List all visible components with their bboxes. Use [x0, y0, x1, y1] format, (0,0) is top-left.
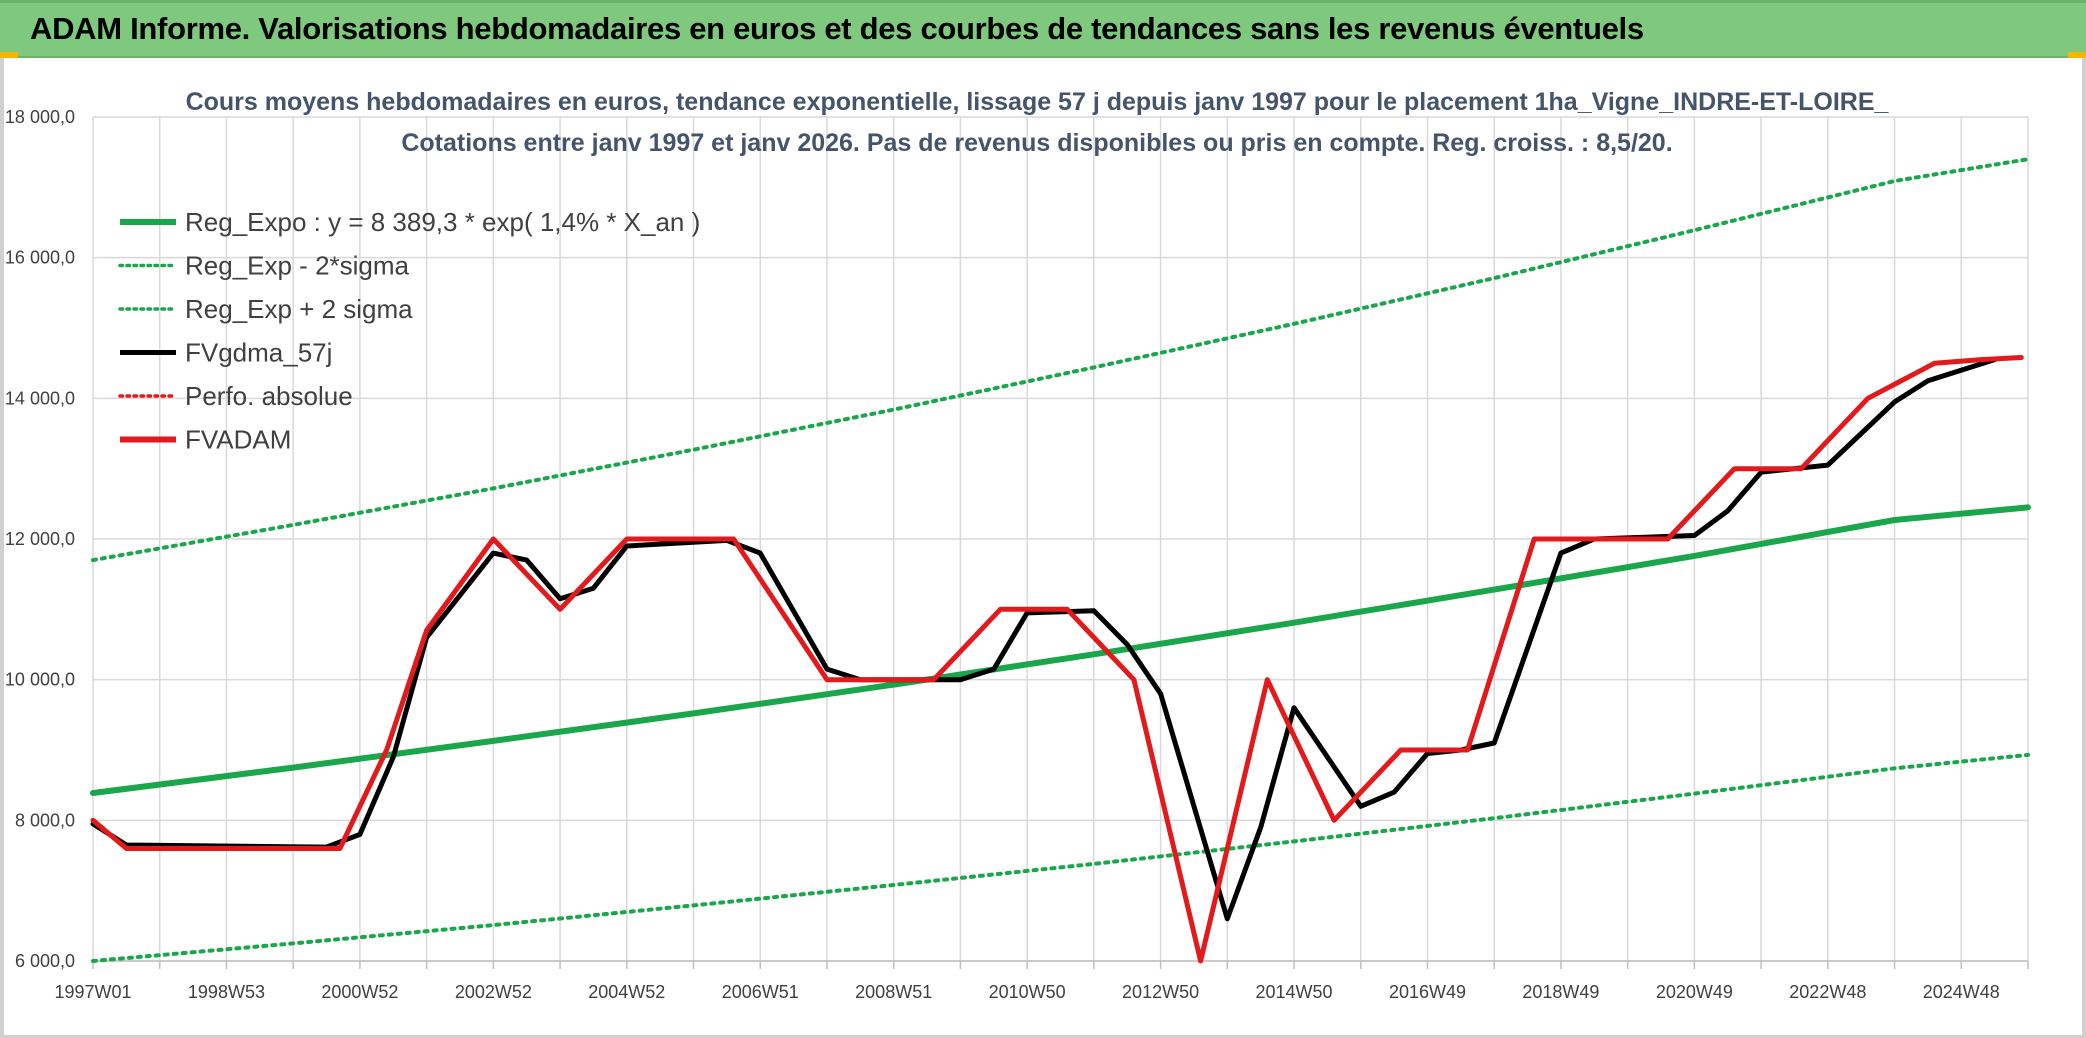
legend-label: Perfo. absolue	[185, 381, 353, 411]
series-line-2	[91, 157, 2030, 563]
x-tick-label: 2000W52	[321, 982, 398, 1002]
x-tick-label: 2024W48	[1923, 982, 2000, 1002]
x-tick-label: 2010W50	[989, 982, 1066, 1002]
x-tick-label: 2006W51	[722, 982, 799, 1002]
right-corner-accent	[2068, 52, 2086, 58]
left-corner-accent	[0, 52, 18, 58]
x-tick-label: 2016W49	[1389, 982, 1466, 1002]
legend-label: Reg_Exp + 2 sigma	[185, 294, 413, 324]
x-axis-ticks: 1997W01 1998W53 2000W52 2002W52 2004W52 2006W…	[54, 982, 1999, 1002]
y-tick-label: 6 000,0	[15, 951, 75, 971]
y-tick-label: 10 000,0	[5, 670, 75, 690]
chart-subtitle: Cotations entre janv 1997 et janv 2026. …	[401, 129, 1672, 157]
legend-label: Reg_Exp - 2*sigma	[185, 251, 410, 281]
y-tick-label: 14 000,0	[5, 388, 75, 408]
legend-label: FVADAM	[185, 425, 291, 455]
x-tick-label: 2002W52	[455, 982, 532, 1002]
series-line-0	[90, 504, 2031, 796]
y-tick-label: 18 000,0	[5, 107, 75, 127]
report-title: ADAM Informe. Valorisations hebdomadaire…	[30, 11, 1644, 46]
series-line-3	[90, 357, 1998, 922]
legend-label: Reg_Expo : y = 8 389,3 * exp( 1,4% * X_a…	[185, 207, 700, 237]
y-tick-label: 8 000,0	[15, 810, 75, 830]
x-tick-label: 2020W49	[1656, 982, 1733, 1002]
chart-title: Cours moyens hebdomadaires en euros, ten…	[186, 88, 1890, 116]
chart-legend: Reg_Expo : y = 8 389,3 * exp( 1,4% * X_a…	[118, 207, 700, 455]
x-tick-label: 2012W50	[1122, 982, 1199, 1002]
x-tick-label: 2014W50	[1256, 982, 1333, 1002]
x-tick-label: 1998W53	[188, 982, 265, 1002]
y-tick-label: 16 000,0	[5, 248, 75, 268]
series-layer	[90, 157, 2031, 964]
legend-label: FVgdma_57j	[185, 338, 332, 368]
series-line-5	[90, 355, 2024, 964]
x-tick-label: 2022W48	[1789, 982, 1866, 1002]
x-tick-label: 2018W49	[1522, 982, 1599, 1002]
x-tick-label: 1997W01	[54, 982, 131, 1002]
series-line-1	[91, 752, 2030, 963]
chart-frame	[0, 58, 2086, 1038]
y-axis-ticks: 6 000,0 8 000,0 10 000,0 12 000,0 14 000,0 16…	[5, 107, 75, 971]
grid-layer	[92, 116, 2029, 969]
x-tick-label: 2008W51	[855, 982, 932, 1002]
y-tick-label: 12 000,0	[5, 529, 75, 549]
x-tick-label: 2004W52	[588, 982, 665, 1002]
report-banner: ADAM Informe. Valorisations hebdomadaire…	[0, 0, 2086, 58]
